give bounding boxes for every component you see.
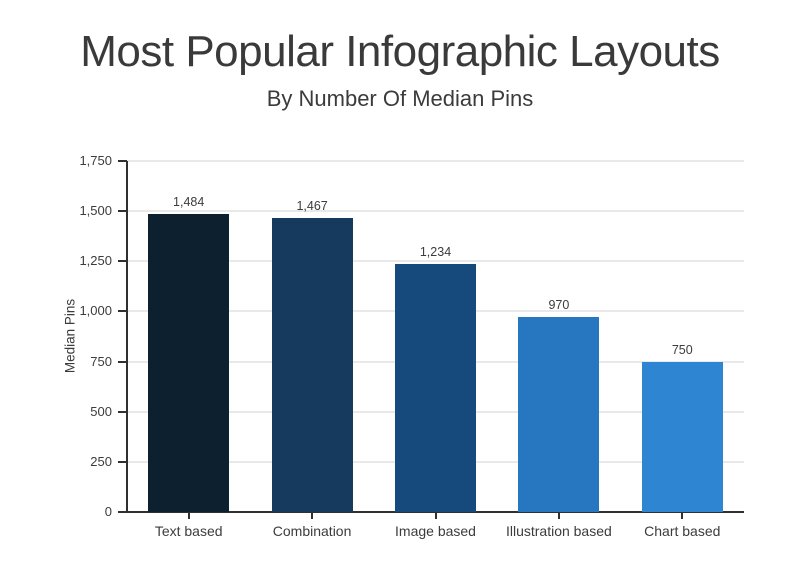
y-tick-label: 250 <box>90 453 112 469</box>
x-axis-tick <box>187 513 190 519</box>
y-tick-label: 1,250 <box>79 253 112 269</box>
y-tick-label: 500 <box>90 403 112 419</box>
x-category-label: Chart based <box>644 523 721 539</box>
y-tick-label: 0 <box>104 504 112 519</box>
chart-subtitle: By Number Of Median Pins <box>266 86 534 111</box>
y-axis-tick <box>118 360 127 363</box>
y-axis-tick <box>118 410 127 413</box>
y-axis-tick <box>118 260 127 263</box>
x-axis-tick <box>434 513 437 519</box>
gridline <box>127 160 744 162</box>
bar-value-label: 1,234 <box>419 245 452 260</box>
x-category-label: Text based <box>154 523 223 539</box>
bar-value-label: 1,484 <box>173 195 205 210</box>
y-tick-label: 1,750 <box>79 153 112 168</box>
x-axis-tick <box>311 513 314 519</box>
x-axis-tick <box>557 513 560 519</box>
y-tick-label: 750 <box>90 353 112 369</box>
bar-value-label: 750 <box>671 342 693 357</box>
y-axis-tick <box>118 160 127 162</box>
bar-value-label: 1,467 <box>296 198 328 213</box>
y-axis-tick <box>118 310 127 313</box>
gridline <box>127 260 744 263</box>
y-axis-tick <box>118 460 127 463</box>
gridline <box>127 210 744 213</box>
x-axis-tick <box>681 513 684 519</box>
bar-text-based <box>148 214 230 512</box>
bar-illustration-based <box>518 317 600 512</box>
bar-value-label: 970 <box>548 298 570 313</box>
bar-chart-based <box>641 361 723 512</box>
x-axis-line <box>121 511 744 513</box>
bar-image-based <box>395 264 476 512</box>
y-tick-label: 1,000 <box>79 303 112 319</box>
y-tick-label: 1,500 <box>79 203 112 219</box>
bar-combination <box>271 217 353 512</box>
x-category-label: Illustration based <box>505 523 612 539</box>
x-category-label: Image based <box>395 523 476 539</box>
y-axis-line <box>126 161 128 512</box>
y-axis-tick <box>118 210 127 213</box>
x-category-label: Combination <box>272 523 352 539</box>
chart-title: Most Popular Infographic Layouts <box>80 27 720 76</box>
